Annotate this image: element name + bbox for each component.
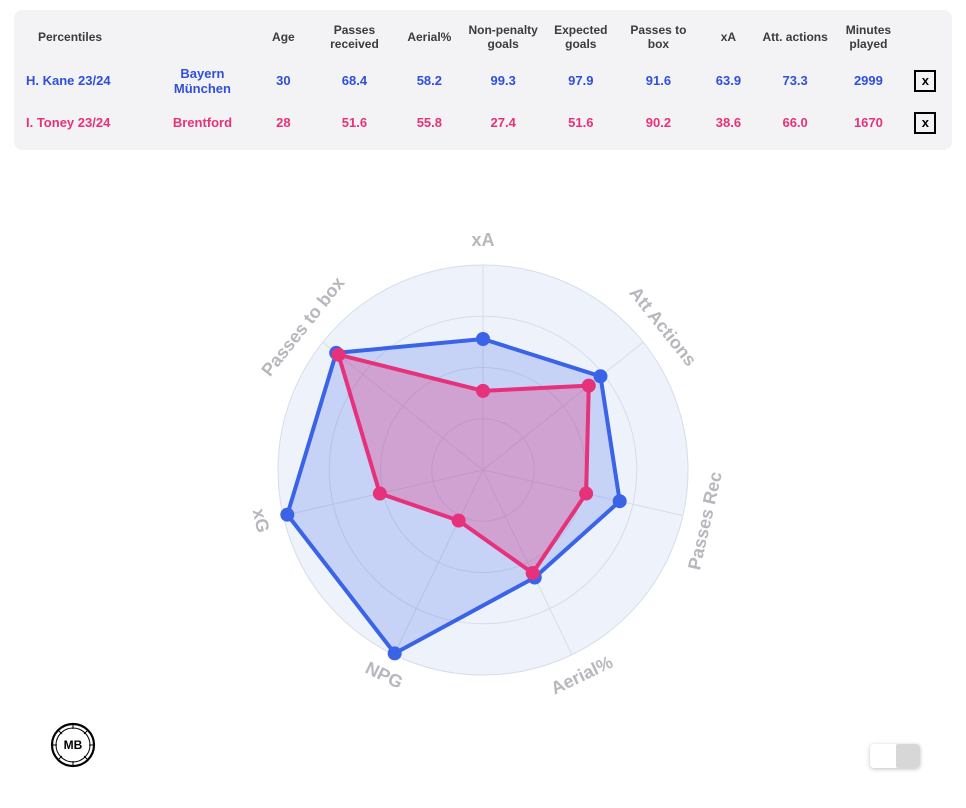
- view-toggle[interactable]: [870, 744, 920, 768]
- table-row: H. Kane 23/24Bayern München3068.458.299.…: [22, 58, 944, 104]
- stat-cell: 63.9: [697, 58, 760, 104]
- remove-button[interactable]: x: [914, 70, 936, 92]
- stat-cell: 38.6: [697, 104, 760, 142]
- player-name: H. Kane 23/24: [22, 58, 153, 104]
- percentiles-table: Percentiles AgePasses receivedAerial%Non…: [22, 18, 944, 142]
- percentiles-table-panel: Percentiles AgePasses receivedAerial%Non…: [14, 10, 952, 150]
- stat-cell: 2999: [830, 58, 907, 104]
- col-header: Non-penalty goals: [465, 18, 542, 58]
- team-col: [153, 18, 251, 58]
- toggle-knob: [896, 744, 920, 768]
- stat-cell: 28: [252, 104, 315, 142]
- table-header-row: Percentiles AgePasses receivedAerial%Non…: [22, 18, 944, 58]
- stat-cell: 73.3: [760, 58, 830, 104]
- stat-cell: 68.4: [315, 58, 394, 104]
- col-header: Passes received: [315, 18, 394, 58]
- table-row: I. Toney 23/24Brentford2851.655.827.451.…: [22, 104, 944, 142]
- mb-logo: MB: [50, 722, 96, 768]
- radar-chart: xAAtt ActionsPasses RecAerial%NPGxGPasse…: [183, 200, 783, 760]
- remove-button[interactable]: x: [914, 112, 936, 134]
- player-name: I. Toney 23/24: [22, 104, 153, 142]
- stat-cell: 51.6: [315, 104, 394, 142]
- col-header: Age: [252, 18, 315, 58]
- stat-cell: 55.8: [394, 104, 465, 142]
- stat-cell: 66.0: [760, 104, 830, 142]
- axis-label: xG: [249, 507, 274, 535]
- col-header: xA: [697, 18, 760, 58]
- stat-cell: 97.9: [541, 58, 620, 104]
- stat-cell: 91.6: [620, 58, 697, 104]
- team-name: Bayern München: [153, 58, 251, 104]
- col-header: Minutes played: [830, 18, 907, 58]
- stat-cell: 30: [252, 58, 315, 104]
- stat-cell: 99.3: [465, 58, 542, 104]
- stat-cell: 1670: [830, 104, 907, 142]
- col-header: Aerial%: [394, 18, 465, 58]
- team-name: Brentford: [153, 104, 251, 142]
- axis-label: xA: [471, 230, 494, 250]
- col-header: Passes to box: [620, 18, 697, 58]
- svg-text:MB: MB: [64, 738, 83, 752]
- col-header: Att. actions: [760, 18, 830, 58]
- col-header: Expected goals: [541, 18, 620, 58]
- stat-cell: 90.2: [620, 104, 697, 142]
- radar-chart-container: xAAtt ActionsPasses RecAerial%NPGxGPasse…: [0, 200, 966, 765]
- table-title: Percentiles: [22, 18, 153, 58]
- stat-cell: 27.4: [465, 104, 542, 142]
- axis-label: NPG: [362, 658, 406, 693]
- stat-cell: 58.2: [394, 58, 465, 104]
- stat-cell: 51.6: [541, 104, 620, 142]
- axis-label: Passes Rec: [684, 470, 726, 572]
